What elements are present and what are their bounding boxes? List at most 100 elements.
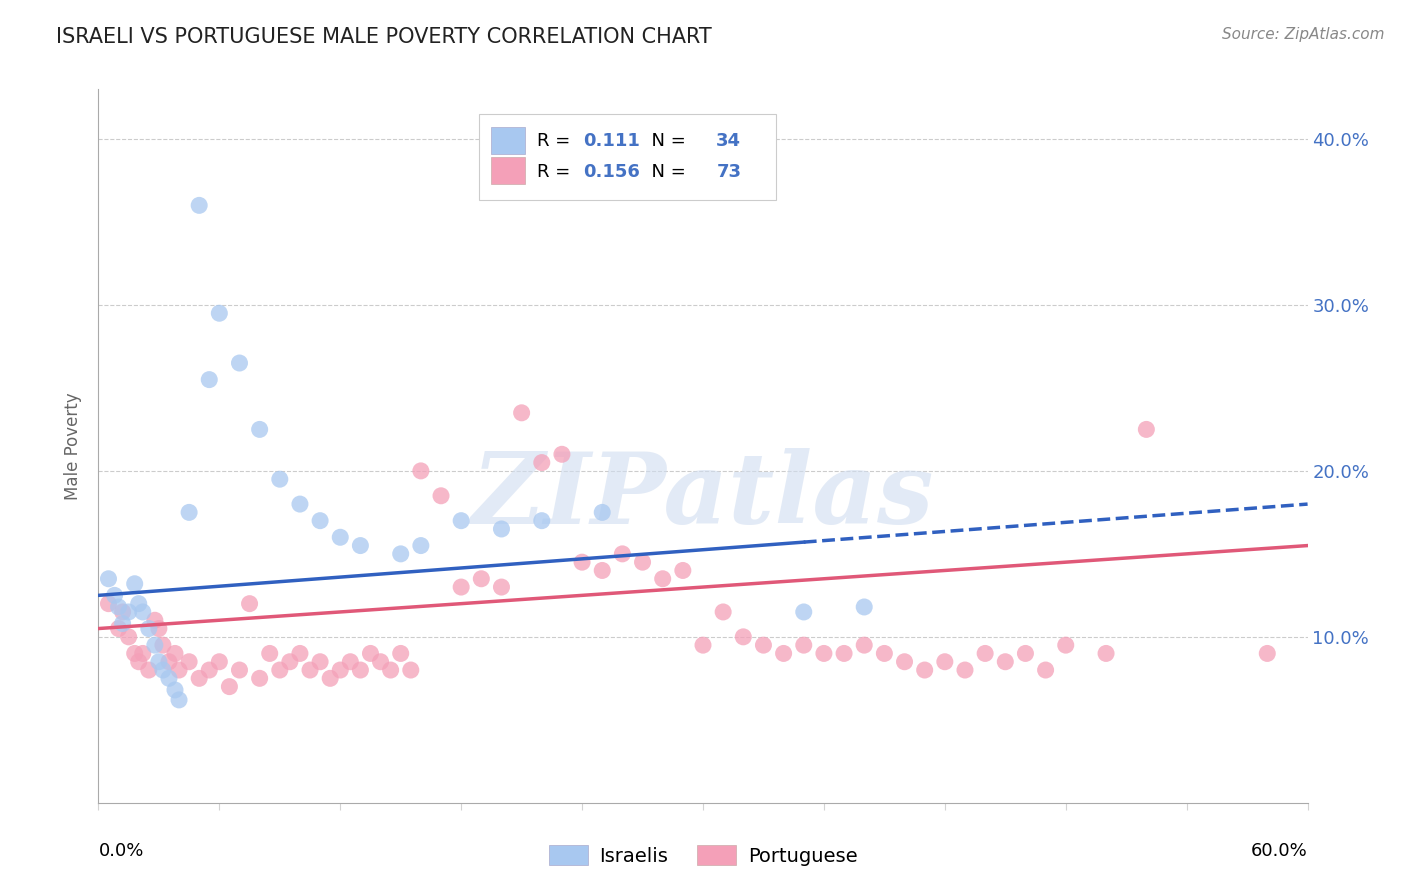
Point: [752, 638, 775, 652]
Point: [259, 647, 281, 661]
Point: [1135, 422, 1157, 436]
Point: [309, 514, 332, 528]
Point: [157, 655, 180, 669]
Point: [853, 599, 876, 614]
Point: [167, 663, 190, 677]
Point: [530, 514, 553, 528]
Point: [329, 530, 352, 544]
Point: [409, 539, 432, 553]
Point: [128, 655, 150, 669]
Point: [309, 655, 332, 669]
Point: [111, 616, 134, 631]
Point: [299, 663, 322, 677]
Text: N =: N =: [640, 132, 692, 150]
Point: [530, 456, 553, 470]
Point: [124, 576, 146, 591]
Point: [228, 356, 250, 370]
Point: [143, 613, 166, 627]
Point: [711, 605, 734, 619]
Point: [339, 655, 361, 669]
FancyBboxPatch shape: [492, 157, 526, 185]
Point: [832, 647, 855, 661]
FancyBboxPatch shape: [492, 127, 526, 153]
Point: [389, 547, 412, 561]
Point: [218, 680, 240, 694]
Point: [1095, 647, 1118, 661]
Point: [319, 671, 342, 685]
Point: [118, 630, 141, 644]
Text: N =: N =: [640, 162, 692, 181]
Point: [793, 605, 815, 619]
Point: [239, 597, 262, 611]
Point: [124, 647, 146, 661]
Point: [1035, 663, 1057, 677]
Point: [97, 597, 120, 611]
Point: [288, 647, 311, 661]
Point: [994, 655, 1017, 669]
Point: [399, 663, 422, 677]
Y-axis label: Male Poverty: Male Poverty: [65, 392, 83, 500]
Point: [571, 555, 593, 569]
Point: [772, 647, 794, 661]
Point: [329, 663, 352, 677]
Point: [97, 572, 120, 586]
FancyBboxPatch shape: [479, 114, 776, 200]
Point: [198, 373, 221, 387]
Point: [450, 580, 472, 594]
Point: [793, 638, 815, 652]
Point: [733, 630, 755, 644]
Point: [278, 655, 301, 669]
Point: [873, 647, 896, 661]
Text: R =: R =: [537, 132, 576, 150]
Text: 73: 73: [716, 162, 741, 181]
Point: [591, 564, 613, 578]
Point: [208, 655, 231, 669]
Point: [152, 663, 174, 677]
Point: [470, 572, 492, 586]
Point: [152, 638, 174, 652]
Point: [111, 605, 134, 619]
Point: [107, 599, 129, 614]
Point: [672, 564, 695, 578]
Point: [380, 663, 402, 677]
Point: [249, 422, 271, 436]
Point: [1014, 647, 1036, 661]
Text: 34: 34: [716, 132, 741, 150]
Point: [853, 638, 876, 652]
Text: Source: ZipAtlas.com: Source: ZipAtlas.com: [1222, 27, 1385, 42]
Text: R =: R =: [537, 162, 576, 181]
Point: [1054, 638, 1077, 652]
Point: [188, 198, 211, 212]
Point: [651, 572, 673, 586]
Point: [1256, 647, 1278, 661]
Point: [491, 580, 513, 594]
Point: [148, 655, 170, 669]
Point: [349, 663, 371, 677]
Point: [360, 647, 382, 661]
Text: 0.111: 0.111: [583, 132, 640, 150]
Point: [288, 497, 311, 511]
Point: [450, 514, 472, 528]
Point: [198, 663, 221, 677]
Text: ZIPatlas: ZIPatlas: [472, 448, 934, 544]
Point: [132, 605, 155, 619]
Point: [103, 588, 125, 602]
Point: [612, 547, 634, 561]
Point: [179, 505, 201, 519]
Point: [591, 505, 613, 519]
Point: [692, 638, 714, 652]
Point: [269, 472, 291, 486]
Text: 0.0%: 0.0%: [98, 842, 143, 860]
Point: [107, 622, 129, 636]
Point: [813, 647, 835, 661]
Point: [510, 406, 533, 420]
Point: [143, 638, 166, 652]
Point: [138, 622, 160, 636]
Point: [188, 671, 211, 685]
Point: [893, 655, 915, 669]
Point: [228, 663, 250, 677]
Text: ISRAELI VS PORTUGUESE MALE POVERTY CORRELATION CHART: ISRAELI VS PORTUGUESE MALE POVERTY CORRE…: [56, 27, 711, 46]
Point: [631, 555, 654, 569]
Point: [208, 306, 231, 320]
Point: [269, 663, 291, 677]
